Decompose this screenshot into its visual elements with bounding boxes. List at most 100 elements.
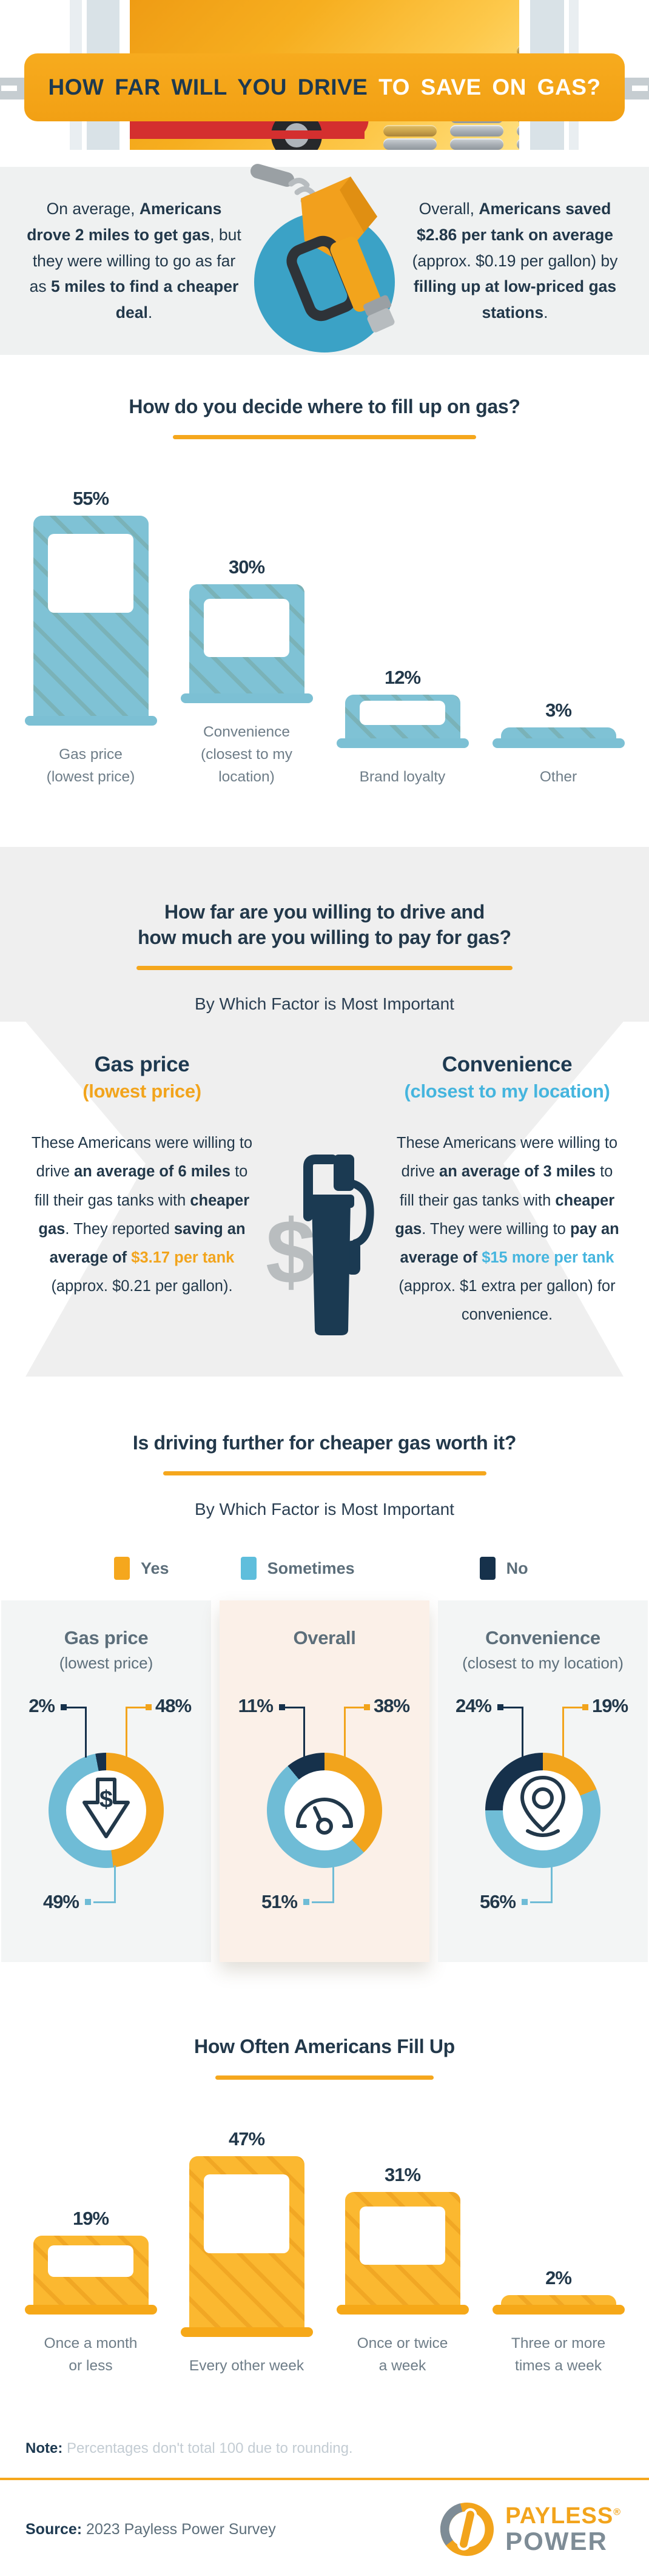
worth-it-subtitle: By Which Factor is Most Important: [195, 1500, 454, 1519]
convenience-paragraph: These Americans were willing to drive an…: [394, 1129, 620, 1329]
logo-text: PAYLESS® POWER: [505, 2504, 621, 2554]
pump-base: [180, 693, 313, 704]
text-segment: Overall,: [419, 199, 479, 218]
callout-line: [551, 1866, 553, 1904]
pump-window: [360, 700, 445, 725]
callout-line: [502, 1707, 523, 1709]
bar-value-label: 47%: [228, 2128, 265, 2149]
drive-pay-title-line1: How far are you willing to drive and: [164, 900, 485, 923]
bar-category-label: Every other week: [189, 2355, 304, 2378]
bar-value-label: 55%: [72, 488, 109, 510]
main-title-banner: HOW FAR WILL YOU DRIVE TO SAVE ON GAS?: [24, 53, 625, 121]
pump-window: [360, 2206, 445, 2265]
donut-hole: $: [66, 1770, 146, 1851]
callout-line: [114, 1866, 116, 1904]
logo-line2: POWER: [505, 2527, 608, 2556]
callout-line: [126, 1707, 147, 1709]
label-line: Other: [539, 768, 577, 785]
bar-category-label: Gas price (lowest price): [47, 744, 135, 789]
drive-pay-title-line2: how much are you willing to pay for gas?: [138, 926, 511, 948]
registered-mark: ®: [613, 2507, 621, 2518]
fill-up-bar-chart: 19% Once a month or less 47% Every other wee…: [0, 2128, 649, 2378]
text-segment: (approx. $1 extra per gallon) for conven…: [398, 1278, 616, 1324]
legend-item-sometimes: Sometimes: [240, 1557, 355, 1580]
road-dash: [1, 86, 17, 91]
bar-category-label: Once or twice a week: [357, 2333, 448, 2378]
convenience-column: Convenience (closest to my location) The…: [394, 1053, 620, 1329]
callout-line: [522, 1899, 528, 1906]
drive-pay-columns: Gas price (lowest price) These Americans…: [0, 1053, 649, 1338]
page-title-dark: HOW FAR WILL YOU DRIVE: [48, 75, 368, 99]
donut-panel-convenience: Convenience (closest to my location) 24% 19…: [438, 1600, 648, 1963]
bar: [345, 2191, 460, 2305]
gauge-icon: [288, 1779, 361, 1843]
coin: [383, 138, 437, 150]
bar-value-label: 2%: [545, 2267, 572, 2288]
bar-column-4: 3% Other: [483, 700, 633, 789]
donut-ring: $: [49, 1753, 164, 1869]
callout-line: [93, 1901, 116, 1904]
legend-label-no: No: [506, 1559, 528, 1577]
road-dash: [632, 86, 648, 91]
title-underline: [173, 435, 476, 440]
footer: Source: 2023 Payless Power Survey PAYLES…: [0, 2480, 649, 2576]
text-segment: to fill their gas tanks with: [399, 1163, 613, 1209]
gas-pump-bar: [24, 516, 157, 726]
text-segment: an average of 3 miles: [439, 1163, 596, 1181]
callout-line: [85, 1707, 87, 1758]
source-label: Source:: [25, 2520, 82, 2538]
callout-line: [66, 1707, 87, 1709]
drive-pay-section: How far are you willing to drive and how…: [0, 846, 649, 1377]
callout-line: [497, 1704, 503, 1711]
text-segment: filling up at low-priced gas stations: [413, 277, 617, 322]
callout-line: [522, 1707, 523, 1758]
intro-graphic: [243, 164, 406, 355]
bar: [33, 2235, 149, 2305]
donut-chart-convenience: 24% 19% 56%: [438, 1695, 648, 1938]
text-segment: to fill their gas tanks with: [34, 1163, 248, 1209]
bar: [500, 727, 616, 738]
callout-line: [530, 1901, 553, 1904]
bar-value-label: 30%: [228, 556, 265, 578]
payless-power-mark-icon: [440, 2503, 494, 2557]
hero-header: HOW FAR WILL YOU DRIVE TO SAVE ON GAS?: [0, 0, 649, 150]
callout-line: [279, 1704, 285, 1711]
title-underline: [163, 1471, 486, 1476]
coin: [517, 45, 519, 56]
panel-subtitle: (closest to my location): [462, 1654, 624, 1673]
worth-it-title: Is driving further for cheaper gas worth…: [132, 1432, 517, 1454]
donut-panel-gas-price: Gas price (lowest price) $2% 48% 49%: [1, 1600, 211, 1963]
gas-pump-bar: [492, 727, 625, 748]
panel-title: Convenience: [485, 1627, 600, 1649]
intro-stat-left: On average, Americans drove 2 miles to g…: [25, 196, 243, 326]
pump-base: [336, 738, 469, 748]
legend-item-no: No: [479, 1557, 528, 1580]
bar: [345, 694, 460, 738]
text-segment: , but they were willing to go as far as: [29, 225, 241, 296]
coin: [517, 125, 519, 137]
note-text: Percentages don't total 100 due to round…: [67, 2440, 353, 2457]
yes-percentage-label: 19%: [592, 1695, 628, 1717]
bar: [189, 584, 304, 694]
callout-line: [562, 1707, 564, 1758]
yes-percentage-label: 48%: [155, 1695, 192, 1717]
label-line: (lowest price): [46, 768, 135, 785]
svg-text:$: $: [99, 1786, 113, 1813]
page-title: HOW FAR WILL YOU DRIVE TO SAVE ON GAS?: [49, 75, 601, 100]
panel-title: Overall: [293, 1627, 356, 1649]
pump-base: [492, 2304, 625, 2315]
bar: [33, 516, 149, 716]
label-line: Every other week: [189, 2357, 304, 2374]
panel-subtitle: [220, 1654, 429, 1673]
label-line: Convenience: [203, 724, 291, 741]
pump-base: [24, 2304, 157, 2315]
source-line: Source: 2023 Payless Power Survey: [25, 2521, 276, 2538]
bar-column-2: 30% Convenience (closest to my location): [172, 556, 321, 788]
intro-stats-section: On average, Americans drove 2 miles to g…: [0, 164, 649, 355]
pump-base: [180, 2327, 313, 2337]
legend-label-yes: Yes: [141, 1559, 169, 1577]
label-line: (closest to my location): [200, 746, 293, 785]
pump-base: [336, 2304, 469, 2315]
legend-swatch-yes: [114, 1557, 130, 1580]
worth-it-section: Is driving further for cheaper gas worth…: [0, 1377, 649, 1999]
